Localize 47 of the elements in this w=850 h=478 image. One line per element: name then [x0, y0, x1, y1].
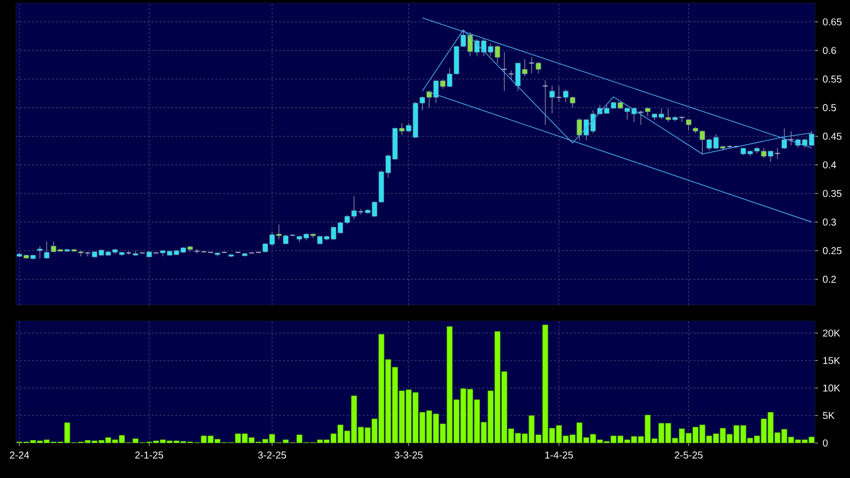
candlestick	[556, 86, 562, 102]
bar	[392, 366, 398, 443]
candlestick	[774, 147, 780, 160]
candlestick	[132, 250, 138, 256]
x-tick-label: 2-1-25	[135, 452, 164, 459]
bar	[454, 399, 460, 443]
y-tick-label: 20K	[823, 330, 840, 337]
candlestick	[549, 86, 555, 114]
x-tick-label: 2-5-25	[674, 452, 703, 459]
bar	[412, 392, 418, 443]
candlestick	[536, 62, 542, 74]
y-tick-label: 0	[822, 439, 828, 447]
x-tick-label: 2-24	[10, 452, 30, 458]
y-tick-label: 0.5	[822, 104, 836, 112]
y-tick-label: 0.2	[822, 276, 836, 283]
candlestick	[37, 246, 43, 259]
y-tick-label: 0.25	[822, 247, 842, 254]
candlestick	[788, 130, 794, 146]
bar	[488, 390, 494, 443]
x-tick-label: 3-2-25	[258, 452, 286, 459]
y-tick-label: 0.65	[822, 18, 842, 26]
y-tick-label: 10K	[823, 384, 840, 392]
bar	[446, 326, 453, 443]
y-tick-label: 0.55	[822, 76, 842, 83]
bar	[378, 334, 384, 443]
x-tick-label: 3-3-25	[394, 452, 423, 459]
y-tick-label: 5K	[822, 412, 835, 419]
bar	[398, 390, 405, 443]
candlestick	[44, 241, 50, 259]
candlestick	[782, 128, 787, 150]
bar	[494, 331, 500, 443]
y-tick-label: 0.45	[822, 132, 842, 140]
y-tick-label: 0.35	[822, 190, 842, 197]
bar	[351, 396, 357, 443]
bar	[467, 388, 474, 443]
candlestick	[194, 248, 200, 254]
y-tick-label: 15K	[823, 357, 840, 364]
candlestick	[528, 57, 535, 74]
y-tick-label: 0.3	[822, 218, 836, 226]
bar	[433, 414, 439, 443]
bar	[474, 399, 480, 443]
x-tick-label: 1-4-25	[545, 452, 573, 459]
y-tick-label: 0.6	[822, 46, 836, 54]
candlestick	[638, 110, 644, 126]
candlestick	[686, 118, 692, 131]
y-tick-label: 0.4	[822, 161, 836, 168]
candlestick	[542, 80, 548, 126]
